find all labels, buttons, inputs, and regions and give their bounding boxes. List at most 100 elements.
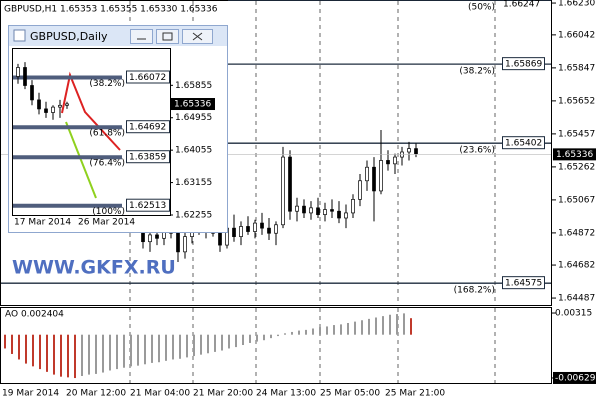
inset-icon	[13, 29, 26, 42]
fib-pct: (50%)	[468, 3, 495, 13]
candle-body	[246, 226, 250, 232]
current-price-label: 1.65336	[174, 100, 211, 110]
candle-body	[351, 199, 355, 214]
x-tick-label: 24 Mar 13:00	[256, 389, 316, 399]
inset-frame	[12, 48, 171, 216]
candle-body	[358, 180, 362, 200]
level-label: 1.65402	[505, 139, 542, 149]
maximize-glyph	[162, 32, 173, 41]
y-tick-label: 1.65855	[175, 81, 212, 91]
level-label: 1.62513	[129, 201, 166, 211]
fib-pct: (76.4%)	[89, 159, 125, 169]
fib-pct: (168.2%)	[454, 286, 495, 296]
candle-body	[372, 166, 376, 192]
fib-pct: (38.2%)	[459, 67, 495, 77]
candle-body	[295, 205, 299, 212]
x-tick-label: 19 Mar 2014	[2, 389, 59, 399]
y-tick-label: 1.66230	[558, 0, 595, 9]
y-tick-label: 1.64055	[175, 146, 212, 156]
candle-body	[218, 232, 222, 246]
x-tick-label: 17 Mar 2014	[14, 218, 71, 228]
level-box	[502, 276, 545, 290]
candle-body	[379, 160, 383, 192]
inset-title: GBPUSD,Daily	[30, 30, 108, 43]
candle-body	[37, 99, 41, 110]
y-tick-label: 1.64872	[558, 228, 595, 238]
candle-body	[176, 232, 180, 253]
candle-body	[414, 148, 418, 155]
zigzag-green	[65, 121, 97, 199]
candle-body	[30, 85, 34, 101]
y-tick-label: 1.65067	[558, 195, 595, 205]
maximize-button[interactable]	[156, 29, 179, 44]
y-tick-label: 1.65652	[558, 96, 595, 106]
candle-body	[323, 209, 327, 215]
candle-body	[267, 227, 271, 234]
tick-box	[553, 371, 596, 384]
level-label: 1.64575	[505, 279, 542, 289]
y-tick-label: 1.63155	[175, 178, 212, 188]
level-box	[126, 198, 170, 212]
current-price-label: 1.65336	[556, 150, 593, 160]
candle-body	[155, 234, 159, 239]
candle-body	[58, 104, 62, 108]
price-box	[171, 98, 215, 111]
y-tick-label: 0.00315	[555, 309, 592, 319]
y-tick-label: 1.64955	[175, 113, 212, 123]
y-tick-label: 1.64487	[558, 294, 595, 304]
candle-body	[16, 67, 20, 77]
fib-pct: (23.6%)	[459, 146, 495, 156]
price-box	[553, 148, 596, 161]
watermark: WWW.GKFX.RU	[12, 257, 176, 279]
y-tick-label: -0.00629	[555, 373, 596, 383]
candle-body	[274, 224, 278, 234]
candle-body	[316, 207, 320, 215]
level-label: 1.64692	[129, 123, 166, 133]
level-label: 1.63859	[129, 153, 166, 163]
zigzag-red	[61, 71, 121, 151]
candle-body	[337, 210, 341, 219]
candle-body	[65, 103, 69, 106]
candle-body	[281, 156, 285, 226]
y-tick-label: 1.65262	[558, 162, 595, 172]
candle-body	[309, 207, 313, 214]
y-tick-label: 1.65457	[558, 129, 595, 139]
candle-body	[44, 108, 48, 113]
minimize-button[interactable]	[130, 29, 153, 44]
x-tick-label: 20 Mar 12:00	[66, 389, 126, 399]
fib-pct: (38.2%)	[89, 79, 125, 89]
level-label: 1.65869	[505, 60, 542, 70]
candle-body	[407, 148, 411, 153]
y-tick-label: 1.66042	[558, 30, 595, 40]
fib-pct: (61.8%)	[89, 129, 125, 139]
level-box	[502, 136, 545, 150]
level-box	[126, 70, 170, 84]
candle-body	[23, 67, 27, 86]
candle-body	[344, 212, 348, 219]
level-box	[126, 120, 170, 134]
candle-body	[330, 209, 334, 212]
candle-body	[232, 227, 236, 237]
candle-body	[365, 166, 369, 182]
x-tick-label: 21 Mar 20:00	[193, 389, 253, 399]
x-tick-label: 26 Mar 2014	[78, 218, 135, 228]
chart-header: GBPUSD,H1 1.65353 1.65355 1.65330 1.6533…	[4, 5, 218, 15]
fib-pct: (100%)	[92, 207, 125, 217]
level-box	[126, 150, 170, 164]
candle-body	[51, 106, 55, 113]
y-tick-label: 1.62255	[175, 211, 212, 221]
candle-body	[253, 222, 257, 232]
y-tick-label: 1.64682	[558, 261, 595, 271]
x-tick-label: 21 Mar 04:00	[130, 389, 190, 399]
candle-body	[183, 236, 187, 253]
level-label: 1.66247	[503, 0, 540, 10]
ao-frame	[0, 307, 552, 384]
level-box	[502, 57, 545, 71]
candle-body	[288, 156, 292, 212]
candle-body	[239, 226, 243, 237]
level-label: 1.66072	[129, 73, 166, 83]
candle-body	[302, 205, 306, 214]
candle-body	[386, 160, 390, 165]
ao-title: AO 0.002404	[5, 310, 64, 320]
y-tick-label: 1.65847	[558, 63, 595, 73]
